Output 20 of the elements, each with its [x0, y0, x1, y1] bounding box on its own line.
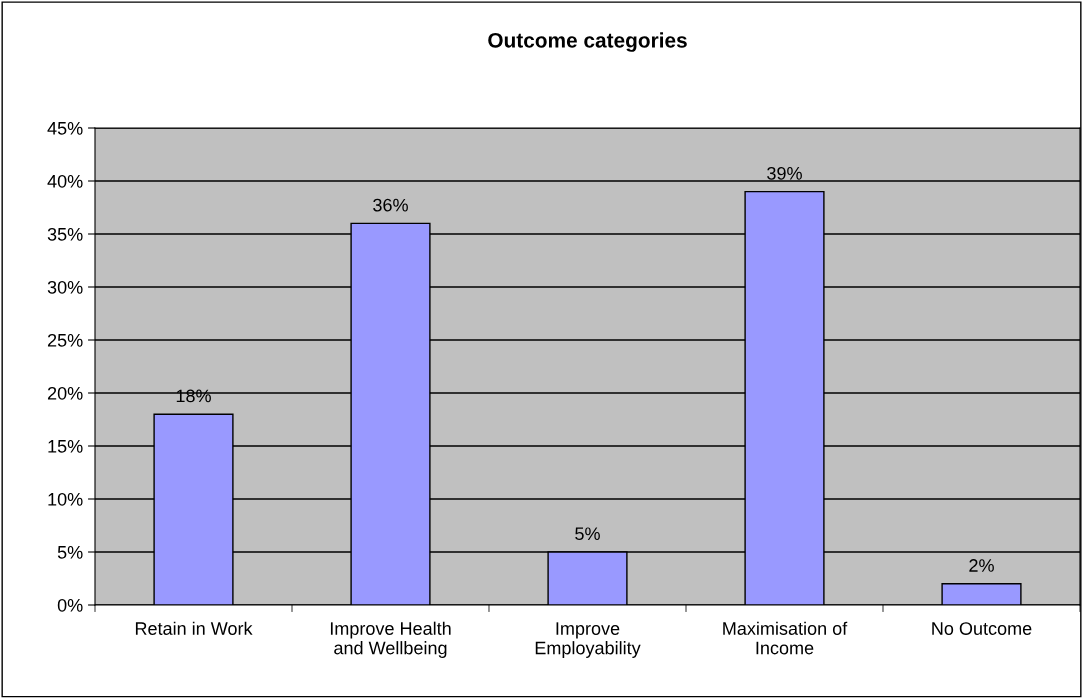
- y-tick-label: 0%: [57, 598, 83, 612]
- y-tick-label: 30%: [47, 280, 83, 294]
- y-tick-label: 25%: [47, 333, 83, 347]
- y-tick-label: 45%: [47, 122, 83, 135]
- y-tick-label: 15%: [48, 440, 83, 453]
- chart-title: Outcome categories: [488, 32, 687, 52]
- y-tick-label: 10%: [48, 492, 83, 506]
- x-tick-label: Improve Health and Wellbeing: [330, 621, 451, 658]
- x-tick-label: No Outcome: [932, 622, 1032, 635]
- y-tick-label: 5%: [57, 546, 83, 559]
- data-label: 5%: [575, 527, 600, 541]
- x-tick-label: Retain in Work: [135, 621, 253, 635]
- y-tick-label: 20%: [47, 386, 83, 400]
- data-label: 2%: [969, 559, 994, 572]
- y-tick-label: 40%: [47, 174, 83, 188]
- data-label: 36%: [373, 198, 408, 212]
- x-tick-label: Improve Employability: [535, 622, 641, 658]
- x-tick-label: Maximisation of Income: [723, 621, 848, 655]
- y-tick-label: 35%: [47, 227, 83, 241]
- data-label: 39%: [767, 166, 802, 180]
